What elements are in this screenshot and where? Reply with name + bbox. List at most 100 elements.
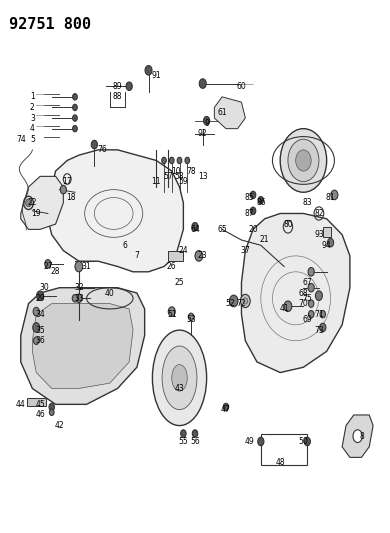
- Text: 50: 50: [299, 437, 308, 446]
- Circle shape: [37, 291, 44, 301]
- Text: 58: 58: [175, 172, 184, 181]
- Text: 82: 82: [314, 209, 324, 218]
- Text: 87: 87: [245, 209, 254, 218]
- Circle shape: [204, 116, 210, 125]
- Circle shape: [192, 222, 198, 231]
- Ellipse shape: [172, 365, 187, 391]
- Circle shape: [258, 437, 264, 446]
- Text: 53: 53: [186, 315, 196, 324]
- Bar: [168, 251, 183, 261]
- Text: 42: 42: [55, 421, 64, 430]
- Polygon shape: [21, 288, 145, 405]
- Text: 21: 21: [260, 236, 269, 245]
- Text: 33: 33: [74, 294, 84, 303]
- Circle shape: [328, 238, 333, 247]
- Text: 35: 35: [35, 326, 45, 335]
- Text: 23: 23: [198, 252, 207, 261]
- Text: 46: 46: [35, 410, 45, 419]
- Text: 59: 59: [179, 177, 188, 186]
- Text: 85: 85: [245, 193, 254, 202]
- Text: 56: 56: [190, 437, 200, 446]
- Text: 19: 19: [32, 209, 41, 218]
- Polygon shape: [215, 97, 245, 128]
- Circle shape: [33, 322, 40, 332]
- Text: 67: 67: [302, 278, 312, 287]
- Text: 80: 80: [283, 220, 293, 229]
- Polygon shape: [21, 176, 63, 229]
- Circle shape: [308, 311, 314, 318]
- Polygon shape: [32, 304, 133, 389]
- Circle shape: [250, 191, 256, 199]
- Circle shape: [181, 430, 186, 437]
- Polygon shape: [241, 214, 350, 373]
- Circle shape: [168, 307, 175, 317]
- Circle shape: [73, 125, 77, 132]
- Circle shape: [353, 430, 362, 442]
- Text: 49: 49: [245, 437, 254, 446]
- Text: 9: 9: [204, 119, 209, 128]
- Text: 27: 27: [43, 262, 53, 271]
- Text: 51: 51: [167, 310, 177, 319]
- Circle shape: [34, 337, 39, 344]
- Text: 36: 36: [35, 336, 45, 345]
- Ellipse shape: [296, 150, 311, 171]
- Text: 45: 45: [35, 400, 45, 409]
- Text: 65: 65: [217, 225, 227, 234]
- Text: 72: 72: [237, 299, 246, 308]
- Text: 74: 74: [16, 135, 26, 144]
- Circle shape: [91, 140, 98, 149]
- Circle shape: [162, 157, 167, 164]
- Text: 48: 48: [275, 458, 285, 467]
- Text: 11: 11: [152, 177, 161, 186]
- Circle shape: [308, 300, 314, 308]
- Text: 17: 17: [62, 177, 72, 186]
- Text: 18: 18: [66, 193, 76, 202]
- Circle shape: [258, 197, 264, 204]
- Circle shape: [76, 294, 82, 303]
- Circle shape: [177, 157, 182, 164]
- Text: 37: 37: [241, 246, 250, 255]
- Text: 57: 57: [163, 172, 173, 181]
- Text: 68: 68: [299, 288, 308, 297]
- Text: 47: 47: [221, 405, 231, 414]
- Text: 78: 78: [186, 166, 196, 175]
- Text: 61: 61: [217, 108, 227, 117]
- Text: 94: 94: [322, 241, 332, 250]
- Circle shape: [45, 260, 51, 268]
- Text: 86: 86: [256, 198, 266, 207]
- Text: 71: 71: [314, 310, 324, 319]
- Text: 75: 75: [302, 294, 312, 303]
- Text: 91: 91: [151, 71, 161, 80]
- Text: 10: 10: [171, 166, 181, 175]
- Circle shape: [73, 94, 77, 100]
- Text: 2: 2: [30, 103, 35, 112]
- Text: 64: 64: [190, 225, 200, 234]
- Circle shape: [304, 437, 310, 446]
- Circle shape: [145, 66, 152, 75]
- Circle shape: [223, 403, 229, 411]
- Circle shape: [72, 295, 78, 302]
- Text: 26: 26: [167, 262, 177, 271]
- Text: 31: 31: [82, 262, 91, 271]
- Bar: [261, 433, 307, 465]
- Circle shape: [308, 284, 314, 292]
- Circle shape: [60, 185, 66, 194]
- Circle shape: [331, 190, 338, 200]
- Text: 32: 32: [74, 283, 83, 292]
- Text: 88: 88: [113, 92, 122, 101]
- Text: 81: 81: [326, 193, 335, 202]
- Circle shape: [320, 311, 326, 318]
- Text: 20: 20: [248, 225, 258, 234]
- Circle shape: [50, 409, 54, 416]
- Text: 83: 83: [303, 198, 312, 207]
- Text: 60: 60: [237, 82, 246, 91]
- Text: 30: 30: [39, 283, 49, 292]
- Text: 4: 4: [30, 124, 35, 133]
- Text: 24: 24: [179, 246, 188, 255]
- Text: 8: 8: [359, 432, 364, 441]
- Circle shape: [192, 430, 198, 437]
- Circle shape: [188, 313, 194, 320]
- Text: 92: 92: [198, 130, 207, 139]
- Text: 28: 28: [51, 268, 60, 276]
- Circle shape: [49, 403, 55, 411]
